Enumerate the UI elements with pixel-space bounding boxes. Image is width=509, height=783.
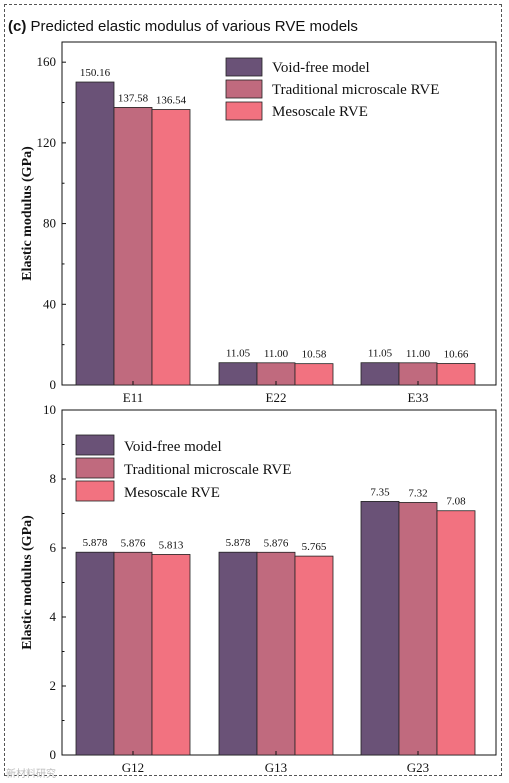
- x-tick-label: G12: [122, 760, 144, 775]
- data-label: 5.765: [302, 541, 327, 553]
- data-label: 5.878: [226, 537, 251, 549]
- x-tick-label: E33: [408, 390, 429, 405]
- y-tick-label: 40: [43, 296, 56, 311]
- data-label: 7.08: [446, 496, 466, 508]
- bar: [151, 109, 191, 386]
- data-label: 7.32: [408, 487, 427, 499]
- data-label: 10.66: [444, 348, 469, 360]
- chart-2: 0 2 4 6 8 10 Elastic modulus (GPa) 5.878 5.876 5.…: [20, 402, 497, 775]
- legend-swatch: [75, 457, 115, 479]
- data-label: 5.876: [264, 537, 289, 549]
- legend-label: Mesoscale RVE: [124, 485, 220, 501]
- bar: [360, 501, 400, 756]
- y-axis-label: Elastic modulus (GPa): [20, 146, 35, 281]
- panel-title: (c) Predicted elastic modulus of various…: [8, 18, 358, 35]
- data-label: 11.00: [264, 348, 289, 360]
- y-tick-label: 6: [50, 540, 57, 555]
- data-label: 5.878: [83, 537, 108, 549]
- bar: [151, 554, 191, 756]
- data-label: 11.05: [226, 348, 251, 360]
- data-label: 5.813: [159, 539, 184, 551]
- data-label: 11.00: [406, 348, 431, 360]
- panel-title-text: Predicted elastic modulus of various RVE…: [30, 18, 358, 35]
- legend: Void-free model Traditional microscale RV…: [75, 434, 291, 502]
- bar: [256, 551, 296, 756]
- legend-swatch: [225, 57, 263, 77]
- bar: [436, 510, 476, 756]
- data-label: 10.58: [302, 349, 327, 361]
- bar: [360, 362, 400, 386]
- legend-swatch: [75, 434, 115, 456]
- legend-swatch: [225, 101, 263, 121]
- data-label: 150.16: [80, 67, 111, 79]
- y-tick-label: 4: [50, 609, 57, 624]
- x-tick-label: E11: [123, 390, 143, 405]
- watermark: 新材料研究: [6, 769, 56, 780]
- bar: [294, 555, 334, 756]
- data-label: 5.876: [121, 537, 146, 549]
- x-tick-label: E22: [266, 390, 287, 405]
- bar: [294, 363, 334, 386]
- y-tick-label: 120: [37, 135, 57, 150]
- bar: [218, 362, 258, 386]
- x-tick-label: G23: [407, 760, 429, 775]
- legend-label: Void-free model: [124, 439, 222, 455]
- bar: [398, 502, 438, 756]
- bar: [436, 363, 476, 386]
- data-label: 136.54: [156, 95, 187, 107]
- legend-label: Traditional microscale RVE: [124, 462, 291, 478]
- data-label: 7.35: [370, 486, 390, 498]
- y-tick-label: 0: [50, 747, 57, 762]
- y-axis-label: Elastic modulus (GPa): [20, 515, 35, 650]
- y-tick-label: 8: [50, 471, 57, 486]
- panel-label: (c): [8, 18, 27, 35]
- y-tick-label: 2: [50, 678, 57, 693]
- y-tick-label: 0: [50, 377, 57, 392]
- data-label: 137.58: [118, 92, 149, 104]
- chart-1: 0 40 80 120 160 Elastic modulus (GPa) 150.16 13…: [20, 41, 497, 405]
- bar: [113, 107, 153, 386]
- legend-swatch: [225, 79, 263, 99]
- data-label: 11.05: [368, 348, 393, 360]
- figure-frame: [4, 4, 502, 776]
- legend-label: Void-free model: [272, 60, 370, 76]
- y-tick-label: 80: [43, 216, 56, 231]
- legend-label: Mesoscale RVE: [272, 104, 368, 120]
- bar: [75, 81, 115, 386]
- bar: [113, 551, 153, 756]
- bar: [218, 551, 258, 756]
- legend-label: Traditional microscale RVE: [272, 82, 439, 98]
- y-tick-label: 10: [43, 402, 56, 417]
- bar: [75, 551, 115, 756]
- y-tick-label: 160: [37, 54, 57, 69]
- x-tick-label: G13: [265, 760, 287, 775]
- legend-swatch: [75, 480, 115, 502]
- legend: Void-free model Traditional microscale RV…: [225, 57, 439, 121]
